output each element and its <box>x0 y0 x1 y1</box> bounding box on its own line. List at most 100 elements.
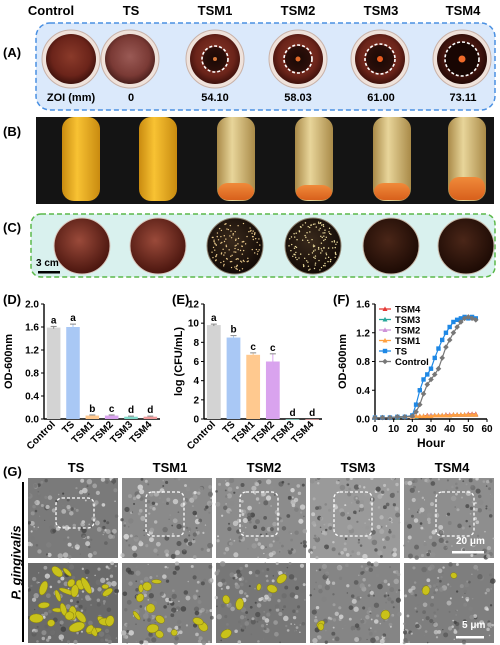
sem-texture <box>135 580 138 583</box>
sem-texture <box>167 627 173 633</box>
sem-texture <box>418 510 422 514</box>
sem-texture <box>377 583 383 590</box>
sem-texture <box>360 565 364 568</box>
sem-texture <box>414 607 417 610</box>
sem-texture <box>321 596 327 602</box>
x-tick-label: Control <box>185 419 218 452</box>
sem-texture <box>139 489 145 495</box>
sem-texture <box>492 537 495 540</box>
point-control <box>473 317 479 323</box>
sem-texture <box>353 580 359 585</box>
sem-texture <box>238 589 244 595</box>
sem-texture <box>448 610 451 613</box>
sem-texture <box>411 486 414 488</box>
sem-texture <box>138 508 143 513</box>
sem-texture <box>30 511 35 516</box>
colony-dot <box>236 264 238 267</box>
panel-label-b: (B) <box>3 124 22 139</box>
sem-texture <box>321 563 327 570</box>
sem-texture <box>162 500 165 504</box>
sem-texture <box>203 508 207 511</box>
sem-texture <box>44 519 46 522</box>
sem-texture <box>407 523 413 529</box>
sem-texture <box>285 624 288 628</box>
x-tick-label: 50 <box>463 424 475 435</box>
sem-texture <box>420 526 424 530</box>
colony-dot <box>288 245 290 247</box>
sem-texture <box>195 526 198 530</box>
sem-texture <box>437 576 440 579</box>
colony-dot <box>230 266 233 269</box>
sem-texture <box>412 485 416 489</box>
colony-dot <box>333 241 336 243</box>
sem-texture <box>45 504 50 510</box>
sem-texture <box>484 591 488 595</box>
sem-texture <box>156 553 159 556</box>
sem-texture <box>414 593 418 597</box>
sem-texture <box>244 592 247 595</box>
sem-texture <box>302 528 307 534</box>
sem-texture <box>361 570 365 574</box>
sem-texture <box>314 478 318 482</box>
point-ts <box>421 377 426 382</box>
sem-texture <box>290 538 294 542</box>
sem-texture <box>321 531 323 533</box>
sem-texture <box>404 480 409 485</box>
sem-texture <box>165 597 170 603</box>
sem-texture <box>170 553 176 559</box>
sem-texture <box>97 587 102 592</box>
sem-texture <box>314 536 321 543</box>
sem-texture <box>207 640 211 644</box>
colony-dot <box>301 239 304 241</box>
sem-texture <box>40 480 44 484</box>
sem-texture <box>178 478 181 481</box>
sem-texture <box>415 623 420 629</box>
sem-texture <box>81 590 85 593</box>
sem-texture <box>295 626 299 630</box>
sem-texture <box>206 500 213 507</box>
sem-texture <box>251 485 257 491</box>
sediment-tsm1 <box>218 183 254 200</box>
y-tick-label: 12 <box>188 300 200 311</box>
colony-dot <box>220 253 223 255</box>
colony-dot <box>230 255 232 258</box>
sem-texture <box>158 497 161 500</box>
sem-texture <box>468 606 473 612</box>
sem-texture <box>261 616 266 620</box>
zoi-label: ZOI (mm) <box>46 92 96 104</box>
sem-texture <box>477 569 479 571</box>
sem-texture <box>107 639 113 645</box>
column-header-control: Control <box>27 3 75 18</box>
colony-dot <box>313 267 316 270</box>
colony-dot <box>334 256 336 259</box>
sem-texture <box>95 490 100 495</box>
sem-texture <box>463 602 468 607</box>
sem-texture <box>454 482 458 486</box>
sem-texture <box>108 507 111 509</box>
sem-texture <box>32 504 36 509</box>
colony-dot <box>240 261 243 263</box>
sem-texture <box>289 592 296 598</box>
significance-label: c <box>270 343 276 354</box>
y-tick-label: 0.0 <box>25 415 39 426</box>
sem-texture <box>147 563 149 566</box>
sem-texture <box>209 510 211 512</box>
colony-dot <box>235 238 237 240</box>
sem-scale-bar-top <box>452 551 484 554</box>
y-tick-label: 1.2 <box>25 346 39 357</box>
sem-texture <box>278 551 281 553</box>
sem-grid <box>28 478 496 645</box>
bar-tsm3 <box>124 416 138 419</box>
colony-dot <box>216 235 218 238</box>
sem-texture <box>417 603 420 607</box>
sem-texture <box>208 511 211 514</box>
sem-texture <box>376 614 380 618</box>
colony-dot <box>259 244 261 246</box>
panel-label-a: (A) <box>3 45 22 60</box>
sem-texture <box>234 629 238 634</box>
sem-texture <box>463 537 469 544</box>
sem-texture <box>324 571 330 576</box>
sem-texture <box>255 611 261 618</box>
sem-texture <box>486 588 491 593</box>
colony-dot <box>335 243 337 246</box>
